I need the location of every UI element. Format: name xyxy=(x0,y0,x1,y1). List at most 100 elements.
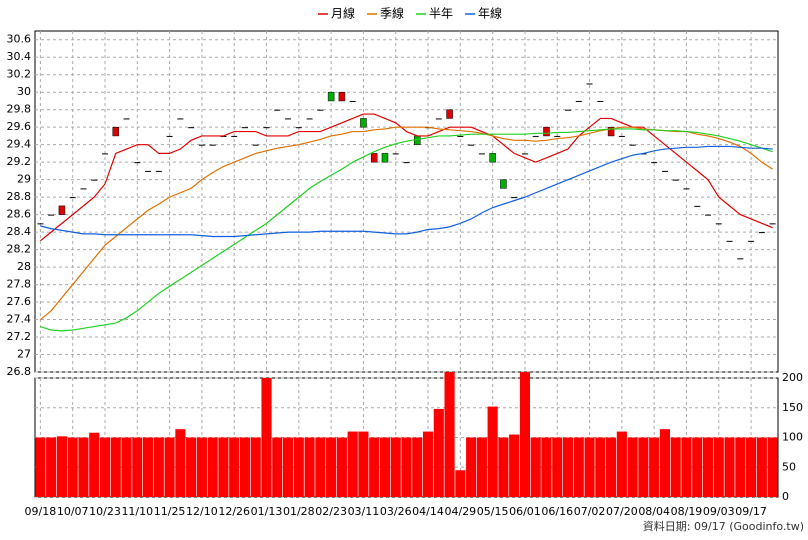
volume-bar xyxy=(519,372,531,497)
candle xyxy=(769,223,776,225)
volume-bar xyxy=(293,437,304,497)
candle xyxy=(435,118,442,120)
candle xyxy=(521,153,528,155)
ma-line xyxy=(40,128,773,332)
y-tick-label: 28 xyxy=(17,260,31,273)
candle xyxy=(209,144,216,146)
y2-tick-label: 150 xyxy=(782,401,803,414)
volume-bar xyxy=(347,431,358,497)
volume-bar xyxy=(724,437,735,497)
candle xyxy=(37,223,44,225)
volume-bar xyxy=(627,437,638,497)
y-tick-label: 29.2 xyxy=(7,155,32,168)
x-tick-label: 11/10 xyxy=(121,505,153,518)
candle xyxy=(134,162,141,164)
y-tick-label: 29 xyxy=(17,173,31,186)
volume-bar xyxy=(304,437,315,497)
candle xyxy=(69,197,76,199)
candle xyxy=(446,109,453,119)
x-tick-label: 07/20 xyxy=(606,505,638,518)
candle xyxy=(231,135,238,137)
volume-bar xyxy=(282,437,294,497)
volume-bar xyxy=(692,437,703,497)
volume-bar xyxy=(153,437,164,497)
volume-bar xyxy=(390,437,401,497)
candle xyxy=(748,240,755,242)
y2-tick-label: 0 xyxy=(782,490,789,503)
y-tick-label: 29.4 xyxy=(7,138,32,151)
volume-bar xyxy=(56,436,67,497)
candle xyxy=(392,153,399,155)
y2-tick-label: 200 xyxy=(782,371,803,384)
volume-bar xyxy=(326,437,337,497)
y-tick-label: 30.2 xyxy=(7,68,32,81)
volume-bar xyxy=(659,429,670,497)
volume-bar xyxy=(487,406,498,497)
volume-bar xyxy=(702,437,714,497)
volume-bar xyxy=(164,437,175,497)
candle xyxy=(263,127,270,129)
volume-bar xyxy=(67,437,78,497)
candle xyxy=(252,144,259,146)
candle xyxy=(80,188,87,190)
candle xyxy=(618,135,625,137)
volume-bar xyxy=(530,437,541,497)
candle xyxy=(500,179,507,189)
x-tick-label: 05/15 xyxy=(477,505,509,518)
candle xyxy=(694,205,701,207)
candle xyxy=(737,258,744,260)
volume-bar xyxy=(110,437,121,497)
x-tick-label: 12/10 xyxy=(186,505,218,518)
volume-bar xyxy=(606,437,617,497)
volume-bar xyxy=(767,437,778,497)
candle xyxy=(575,100,582,102)
volume-bar xyxy=(35,437,46,497)
volume-bar xyxy=(541,437,552,497)
volume-bar xyxy=(186,437,197,497)
legend-label: 月線 xyxy=(331,6,355,21)
candle xyxy=(705,214,712,216)
volume-bar xyxy=(670,437,681,497)
y2-tick-label: 50 xyxy=(782,460,796,473)
volume-bar xyxy=(756,437,767,497)
x-tick-label: 03/26 xyxy=(380,505,412,518)
x-tick-label: 08/04 xyxy=(638,505,670,518)
candle xyxy=(478,153,485,155)
y-tick-label: 28.8 xyxy=(7,190,32,203)
volume-bar xyxy=(336,437,347,497)
legend-label: 季線 xyxy=(380,6,404,21)
y-tick-label: 30.4 xyxy=(7,50,32,63)
volume-bar xyxy=(713,437,724,497)
candle xyxy=(327,91,335,102)
candle xyxy=(241,127,248,129)
candle xyxy=(403,162,410,164)
candle xyxy=(565,109,572,111)
volume-bar xyxy=(562,437,574,497)
x-tick-label: 10/07 xyxy=(57,505,89,518)
candle xyxy=(468,144,475,146)
candle xyxy=(370,153,378,163)
candle xyxy=(726,240,733,242)
candle xyxy=(295,127,302,129)
candle xyxy=(489,153,496,163)
ma-line xyxy=(40,113,773,242)
volume-bar xyxy=(595,437,606,497)
y-tick-label: 27.2 xyxy=(7,330,32,343)
y-tick-label: 30 xyxy=(17,85,31,98)
ma-line xyxy=(40,145,773,238)
volume-bar xyxy=(121,437,132,497)
candle xyxy=(651,162,658,164)
candle xyxy=(661,170,668,172)
candle xyxy=(683,188,690,190)
x-tick-label: 10/23 xyxy=(89,505,121,518)
volume-bar xyxy=(466,437,477,497)
volume-bar xyxy=(132,437,143,497)
candle xyxy=(306,118,313,120)
volume-bar xyxy=(229,437,240,497)
volume-bar xyxy=(369,437,380,497)
y-tick-label: 30.6 xyxy=(7,33,32,46)
legend-label: 半年 xyxy=(429,7,453,21)
y-tick-label: 27.8 xyxy=(7,278,32,291)
y-tick-label: 28.6 xyxy=(7,208,32,221)
y-tick-label: 29.6 xyxy=(7,120,32,133)
